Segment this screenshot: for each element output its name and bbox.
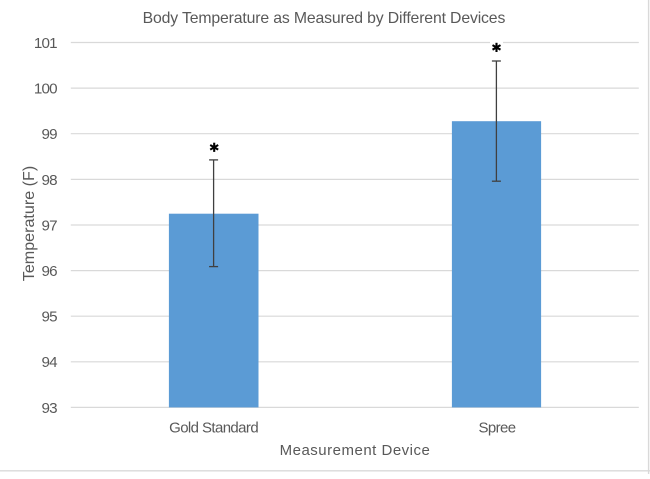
- svg-text:94: 94: [42, 354, 58, 371]
- svg-text:Temperature (F): Temperature (F): [20, 166, 38, 281]
- svg-text:93: 93: [42, 400, 58, 417]
- svg-text:Spree: Spree: [478, 420, 515, 437]
- svg-text:97: 97: [42, 217, 58, 234]
- svg-text:Gold Standard: Gold Standard: [169, 420, 258, 437]
- svg-text:Measurement Device: Measurement Device: [280, 442, 431, 459]
- svg-text:Body Temperature as Measured b: Body Temperature as Measured by Differen…: [143, 10, 506, 27]
- svg-text:101: 101: [34, 35, 57, 52]
- svg-text:100: 100: [34, 81, 57, 98]
- svg-text:95: 95: [42, 309, 58, 326]
- svg-text:98: 98: [42, 172, 58, 189]
- svg-text:96: 96: [42, 263, 58, 280]
- svg-text:99: 99: [42, 126, 58, 143]
